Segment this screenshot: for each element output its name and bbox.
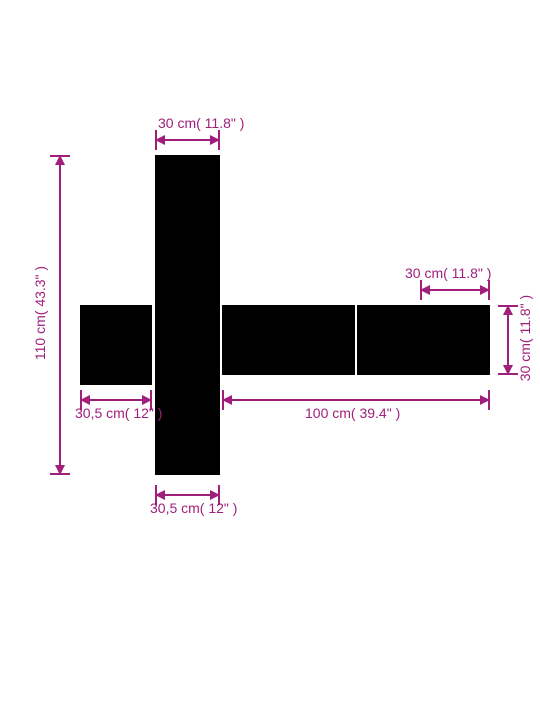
shape-tall-cabinet [155, 155, 220, 475]
dim-l305-arrow-l [80, 395, 90, 405]
dim-100-label: 100 cm( 39.4" ) [305, 405, 400, 421]
dim-top30-arrow-l [155, 135, 165, 145]
shape-small-cabinet [80, 305, 152, 385]
dim-rtop-label: 30 cm( 11.8" ) [405, 265, 491, 281]
dim-rh-label: 30 cm( 11.8" ) [517, 283, 533, 393]
dim-top30-arrow-r [210, 135, 220, 145]
dim-110-arrow-bot [55, 465, 65, 475]
dim-110-line [59, 155, 61, 475]
dim-m305-arrow-r [210, 490, 220, 500]
dim-rh-arrow-b [503, 365, 513, 375]
dimension-diagram: 110 cm( 43.3" ) 30 cm( 11.8" ) 30 cm( 11… [0, 0, 540, 720]
shape-wide-cabinet-1 [222, 305, 355, 375]
dim-rh-arrow-t [503, 305, 513, 315]
dim-m305-label: 30,5 cm( 12" ) [150, 500, 237, 516]
dim-rtop-arrow-l [420, 285, 430, 295]
dim-100-arrow-l [222, 395, 232, 405]
dim-100-line [222, 399, 490, 401]
dim-top30-label: 30 cm( 11.8" ) [158, 115, 244, 131]
dim-m305-arrow-l [155, 490, 165, 500]
dim-l305-arrow-r [142, 395, 152, 405]
dim-110-label: 110 cm( 43.3" ) [32, 253, 48, 373]
dim-rtop-arrow-r [480, 285, 490, 295]
dim-100-arrow-r [480, 395, 490, 405]
dim-110-arrow-top [55, 155, 65, 165]
shape-wide-cabinet-2 [357, 305, 490, 375]
dim-l305-label: 30,5 cm( 12" ) [75, 405, 162, 421]
